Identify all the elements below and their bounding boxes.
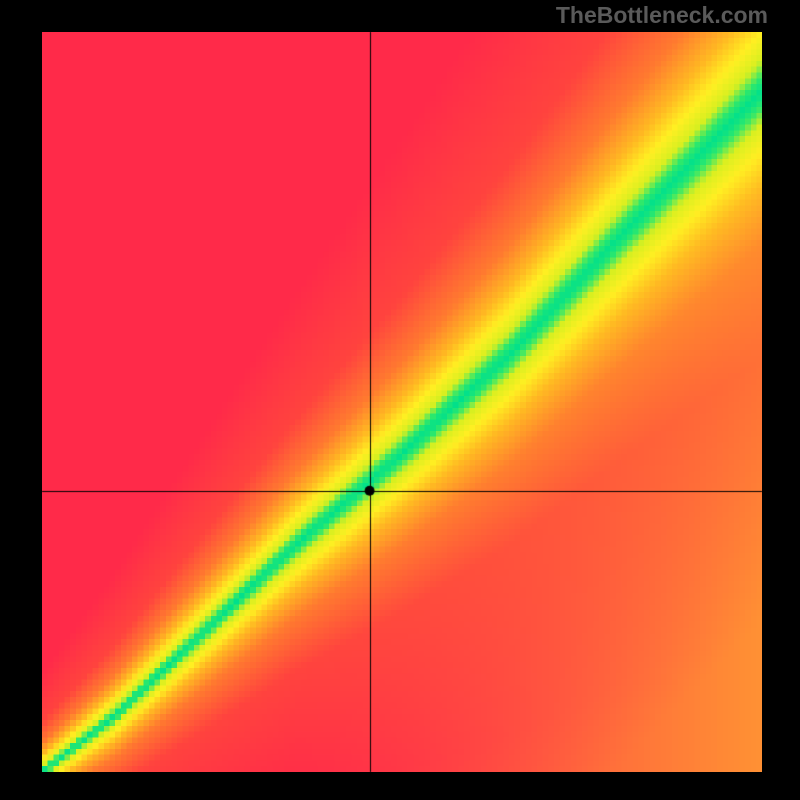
chart-container: TheBottleneck.com [0,0,800,800]
crosshair-overlay [0,0,800,800]
watermark-text: TheBottleneck.com [556,2,768,29]
